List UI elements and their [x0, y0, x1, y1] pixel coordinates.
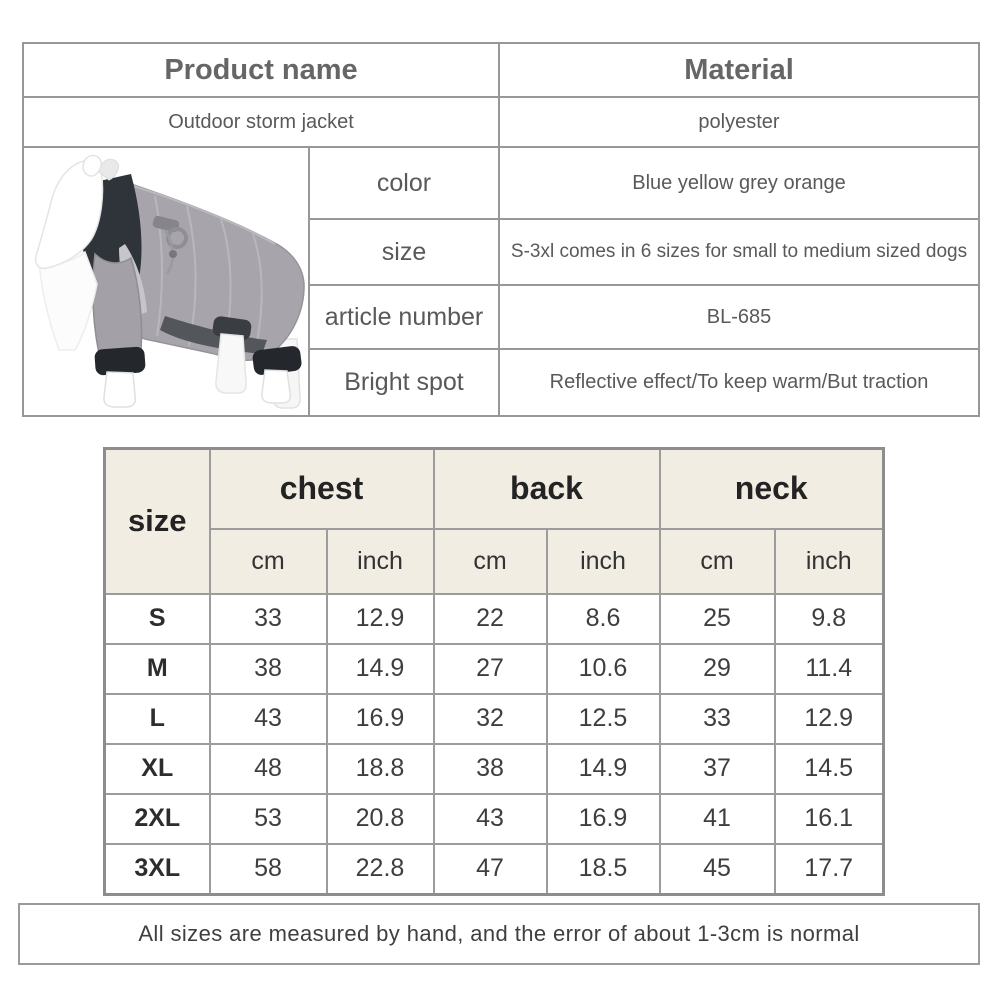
- measurement-cell: 16.9: [325, 692, 435, 745]
- size-row-m: M 38 14.9 27 10.6 29 11.4: [103, 642, 885, 695]
- measurement-cell: 22.8: [325, 842, 435, 896]
- measurement-cell: 33: [208, 592, 328, 645]
- measurement-cell: 18.8: [325, 742, 435, 795]
- measurement-cell: 16.1: [773, 792, 885, 845]
- measurement-cell: 45: [658, 842, 776, 896]
- group-header-neck: neck: [658, 447, 885, 530]
- measurement-cell: 38: [432, 742, 548, 795]
- material-value: polyester: [498, 96, 980, 148]
- spec-value-bright-spot: Reflective effect/To keep warm/But tract…: [498, 348, 980, 417]
- spec-header-row: Product name Material: [22, 42, 980, 98]
- spec-label-bright-spot: Bright spot: [308, 348, 500, 417]
- material-header: Material: [498, 42, 980, 98]
- unit-header-neck-inch: inch: [773, 527, 885, 595]
- measurement-cell: 12.9: [325, 592, 435, 645]
- group-header-chest: chest: [208, 447, 435, 530]
- measurement-cell: 41: [658, 792, 776, 845]
- unit-header-chest-inch: inch: [325, 527, 435, 595]
- size-row-l: L 43 16.9 32 12.5 33 12.9: [103, 692, 885, 745]
- size-row-s: S 33 12.9 22 8.6 25 9.8: [103, 592, 885, 645]
- size-label-cell: XL: [103, 742, 211, 795]
- unit-header-back-inch: inch: [545, 527, 661, 595]
- measurement-cell: 32: [432, 692, 548, 745]
- measurement-note: All sizes are measured by hand, and the …: [18, 903, 980, 965]
- measurement-cell: 22: [432, 592, 548, 645]
- dog-jacket-photo: [22, 146, 310, 417]
- spec-label-size: size: [308, 218, 500, 286]
- dog-in-grey-storm-jacket-icon: [34, 154, 305, 409]
- spec-value-article-number: BL-685: [498, 284, 980, 350]
- size-row-xl: XL 48 18.8 38 14.9 37 14.5: [103, 742, 885, 795]
- measurement-cell: 10.6: [545, 642, 661, 695]
- size-label-cell: L: [103, 692, 211, 745]
- size-chart-table: size chest back neck cm inch cm inch cm …: [103, 447, 885, 896]
- measurement-cell: 53: [208, 792, 328, 845]
- size-label-cell: 3XL: [103, 842, 211, 896]
- spec-value-color: Blue yellow grey orange: [498, 146, 980, 220]
- group-header-back: back: [432, 447, 661, 530]
- measurement-cell: 9.8: [773, 592, 885, 645]
- size-label-cell: S: [103, 592, 211, 645]
- unit-header-neck-cm: cm: [658, 527, 776, 595]
- measurement-cell: 33: [658, 692, 776, 745]
- spec-row-article-number: article number BL-685: [23, 284, 980, 350]
- size-corner-cell: size: [103, 447, 211, 595]
- size-row-2xl: 2XL 53 20.8 43 16.9 41 16.1: [103, 792, 885, 845]
- size-label-cell: M: [103, 642, 211, 695]
- measurement-cell: 43: [208, 692, 328, 745]
- spec-label-color: color: [308, 146, 500, 220]
- measurement-cell: 8.6: [545, 592, 661, 645]
- measurement-cell: 17.7: [773, 842, 885, 896]
- measurement-cell: 43: [432, 792, 548, 845]
- measurement-cell: 47: [432, 842, 548, 896]
- unit-header-chest-cm: cm: [208, 527, 328, 595]
- measurement-cell: 14.9: [325, 642, 435, 695]
- measurement-cell: 14.9: [545, 742, 661, 795]
- measurement-cell: 58: [208, 842, 328, 896]
- measurement-cell: 12.9: [773, 692, 885, 745]
- product-name-value: Outdoor storm jacket: [22, 96, 500, 148]
- measurement-cell: 20.8: [325, 792, 435, 845]
- measurement-cell: 37: [658, 742, 776, 795]
- spec-row-size: size S-3xl comes in 6 sizes for small to…: [23, 218, 980, 286]
- measurement-cell: 14.5: [773, 742, 885, 795]
- product-spec-table: Product name Material Outdoor storm jack…: [22, 42, 980, 417]
- measurement-cell: 29: [658, 642, 776, 695]
- measurement-cell: 12.5: [545, 692, 661, 745]
- measurement-cell: 18.5: [545, 842, 661, 896]
- unit-header-back-cm: cm: [432, 527, 548, 595]
- spec-label-article-number: article number: [308, 284, 500, 350]
- size-chart-group-header-row: size chest back neck: [103, 447, 885, 595]
- size-row-3xl: 3XL 58 22.8 47 18.5 45 17.7: [103, 842, 885, 896]
- size-chart-unit-header-row: cm inch cm inch cm inch: [105, 527, 885, 595]
- measurement-cell: 27: [432, 642, 548, 695]
- measurement-cell: 48: [208, 742, 328, 795]
- spec-value-size: S-3xl comes in 6 sizes for small to medi…: [498, 218, 980, 286]
- size-label-cell: 2XL: [103, 792, 211, 845]
- product-name-row: Outdoor storm jacket polyester: [22, 96, 980, 148]
- measurement-cell: 16.9: [545, 792, 661, 845]
- spec-row-bright-spot: Bright spot Reflective effect/To keep wa…: [23, 348, 980, 417]
- measurement-cell: 38: [208, 642, 328, 695]
- spec-row-color: color Blue yellow grey orange: [22, 146, 980, 417]
- product-name-header: Product name: [22, 42, 500, 98]
- measurement-cell: 11.4: [773, 642, 885, 695]
- measurement-cell: 25: [658, 592, 776, 645]
